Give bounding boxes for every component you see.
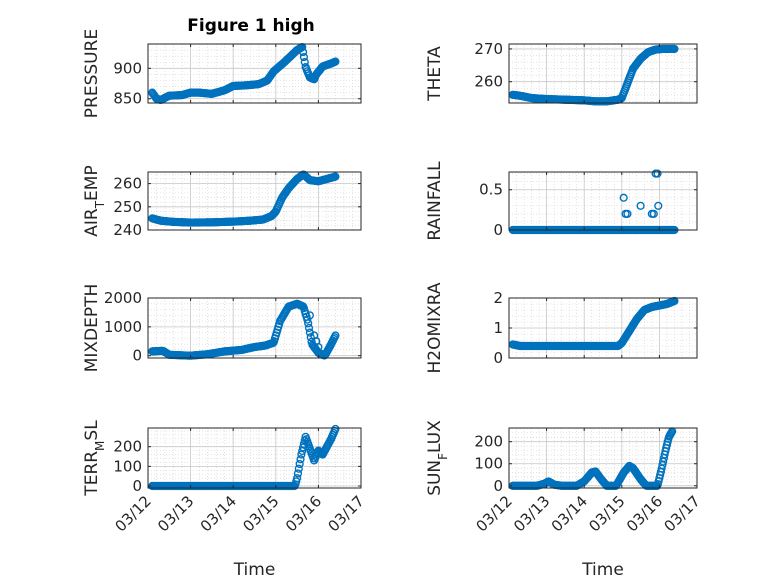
series-sun_flux	[508, 427, 677, 490]
y-tick-label: 1000	[104, 318, 142, 336]
data-point	[293, 474, 302, 483]
tick-marks	[147, 428, 362, 488]
tick-marks	[508, 428, 698, 488]
plot-area	[509, 172, 697, 230]
y-tick-label: 240	[113, 221, 142, 239]
data-point	[305, 311, 314, 320]
data-point	[636, 201, 645, 210]
panel-rainfall: 0 0.5 RAINFALL	[425, 161, 698, 241]
panel-theta: 260 270 THETA	[425, 40, 698, 106]
y-axis-label: PRESSURE	[82, 29, 102, 118]
y-tick-label: 0	[493, 349, 503, 367]
y-tick-label: 0	[493, 221, 503, 239]
y-axis-label: THETA	[425, 46, 445, 102]
y-tick-label: 2	[493, 289, 503, 307]
plot-area	[509, 44, 697, 103]
y-tick-label: 0	[132, 347, 142, 365]
y-tick-label: 2000	[104, 289, 142, 307]
data-point	[619, 193, 628, 202]
series-theta	[508, 44, 679, 106]
y-axis-label: H2OMIXRA	[425, 282, 445, 373]
data-point	[295, 459, 304, 469]
axes-box	[147, 171, 362, 231]
axes-box	[147, 43, 362, 104]
y-tick-label: 100	[113, 457, 142, 475]
data-point	[331, 172, 340, 181]
series-h2omixra	[508, 296, 679, 351]
axes-box	[508, 43, 698, 104]
y-axis-label: AIRTEMP	[82, 165, 107, 236]
data-point	[649, 209, 658, 218]
y-tick-label: 900	[113, 59, 142, 77]
tick-marks	[508, 44, 698, 103]
series-air_temp	[148, 170, 340, 227]
y-axis-label: TERRMSL	[82, 420, 107, 497]
data-point	[331, 331, 340, 340]
data-point	[304, 323, 314, 333]
y-tick-label: 1	[493, 319, 503, 337]
axes-box	[508, 171, 698, 231]
data-point	[331, 57, 340, 66]
x-axis-label: Time	[581, 560, 624, 580]
y-tick-label: 0.5	[479, 181, 503, 199]
y-axis-label: RAINFALL	[425, 161, 445, 241]
y-tick-label: 200	[113, 438, 142, 456]
y-tick-label: 270	[474, 40, 503, 58]
y-tick-label: 260	[474, 73, 503, 91]
series-terr_msl	[148, 424, 340, 491]
y-tick-label: 0	[132, 477, 142, 495]
panel-h2omixra: 0 1 2 H2OMIXRA	[425, 282, 698, 374]
y-tick-label: 850	[113, 90, 142, 108]
axes-box	[508, 427, 698, 489]
data-point	[303, 315, 312, 324]
y-tick-label: 250	[113, 198, 142, 216]
tick-marks	[508, 297, 698, 359]
y-axis-label: SUNFLUX	[425, 420, 450, 496]
x-axis-label: Time	[233, 560, 276, 580]
data-point	[298, 47, 308, 57]
tick-marks	[147, 44, 362, 103]
y-tick-label: 100	[474, 455, 503, 473]
y-tick-label: 260	[113, 175, 142, 193]
data-point	[331, 424, 340, 434]
data-point	[314, 342, 323, 352]
y-axis-label: MIXDEPTH	[82, 284, 102, 373]
data-point	[670, 44, 679, 54]
data-point	[294, 464, 303, 473]
panel-air_temp: 240 250 260 AIRTEMP	[82, 165, 362, 239]
axes-box	[147, 297, 362, 359]
tick-marks	[147, 297, 362, 358]
data-point	[654, 201, 663, 210]
data-point	[653, 169, 662, 178]
panel-pressure: 850 900 PRESSURE	[82, 29, 362, 118]
y-tick-label: 0	[493, 477, 503, 495]
tick-marks	[508, 172, 698, 231]
data-point	[299, 52, 309, 62]
tick-marks	[147, 172, 362, 231]
data-point	[296, 455, 305, 464]
data-point	[623, 209, 632, 218]
axes-box	[147, 427, 362, 489]
data-point	[293, 469, 303, 478]
figure-title: Figure 1 high	[187, 16, 315, 36]
y-tick-label: 200	[474, 433, 503, 451]
series-pressure	[148, 42, 340, 105]
data-point	[304, 319, 313, 328]
